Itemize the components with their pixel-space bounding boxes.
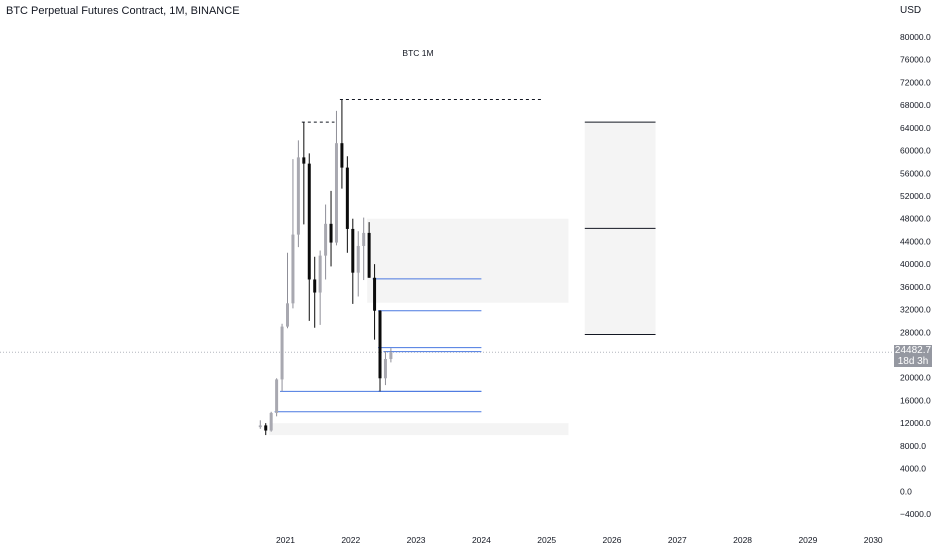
x-tick-label: 2021 (276, 535, 295, 545)
y-tick-label: 48000.0 (900, 214, 931, 224)
candle-body (351, 228, 355, 273)
candle-body (318, 255, 322, 293)
candle-body (264, 425, 268, 431)
candle-body (258, 425, 262, 428)
axes-layer: 80000.0 76000.0 72000.0 68000.0 64000.0 60000… (276, 32, 931, 545)
candle-body (296, 157, 300, 235)
y-tick-label: 76000.0 (900, 55, 931, 65)
y-tick-label: −4000.0 (900, 509, 931, 519)
candle-body (275, 379, 279, 413)
y-tick-label: 40000.0 (900, 259, 931, 269)
y-tick-label: 64000.0 (900, 123, 931, 133)
x-tick-label: 2025 (537, 535, 556, 545)
x-tick-label: 2030 (864, 535, 883, 545)
candle-body (307, 163, 311, 280)
symbol-title: BTC Perpetual Futures Contract, 1M, BINA… (6, 5, 240, 17)
candle-body (373, 277, 377, 311)
candle-body (286, 303, 289, 327)
candle-body (345, 167, 349, 229)
candle-body (280, 326, 284, 380)
candle-body (362, 232, 366, 246)
x-tick-label: 2026 (603, 535, 622, 545)
y-tick-label: 72000.0 (900, 77, 931, 87)
x-tick-label: 2027 (668, 535, 687, 545)
y-tick-label: 52000.0 (900, 191, 931, 201)
bar-countdown: 18d 3h (897, 356, 929, 367)
y-tick-label: 36000.0 (900, 282, 931, 292)
x-tick-label: 2024 (472, 535, 491, 545)
x-tick-label: 2023 (407, 535, 426, 545)
y-tick-label: 80000.0 (900, 32, 931, 42)
y-tick-label: 4000.0 (900, 464, 926, 474)
y-tick-label: 8000.0 (900, 441, 926, 451)
lines-layer (274, 98, 656, 413)
candle-body (291, 234, 295, 304)
candle-body (329, 223, 333, 243)
candle-body (378, 310, 382, 379)
y-tick-label: 56000.0 (900, 168, 931, 178)
candle-body (340, 143, 344, 168)
currency-label[interactable]: USD (900, 5, 922, 16)
candle-body (269, 412, 273, 431)
supply-zone (367, 218, 569, 303)
x-tick-label: 2028 (733, 535, 752, 545)
y-tick-label: 60000.0 (900, 146, 931, 156)
candle-body (367, 232, 371, 278)
candle-body (389, 352, 393, 359)
zones-layer (269, 122, 656, 436)
y-tick-label: 16000.0 (900, 395, 931, 405)
last-price-badge: 24482.7 18d 3h (894, 345, 932, 367)
chart-annotation: BTC 1M (402, 48, 433, 58)
x-tick-label: 2029 (798, 535, 817, 545)
y-tick-label: 28000.0 (900, 327, 931, 337)
candles-layer (258, 99, 393, 436)
candle-body (383, 358, 387, 379)
candle-body (356, 245, 360, 273)
y-tick-label: 68000.0 (900, 100, 931, 110)
last-price-value: 24482.7 (894, 345, 932, 356)
y-tick-label: 0.0 (900, 486, 912, 496)
y-tick-label: 44000.0 (900, 236, 931, 246)
y-tick-label: 20000.0 (900, 373, 931, 383)
x-tick-label: 2022 (341, 535, 360, 545)
candle-body (302, 157, 306, 164)
y-tick-label: 12000.0 (900, 418, 931, 428)
candle-body (334, 143, 338, 243)
y-tick-label: 32000.0 (900, 305, 931, 315)
supply-zone (269, 423, 569, 436)
candle-body (324, 223, 328, 256)
candle-body (313, 279, 317, 293)
